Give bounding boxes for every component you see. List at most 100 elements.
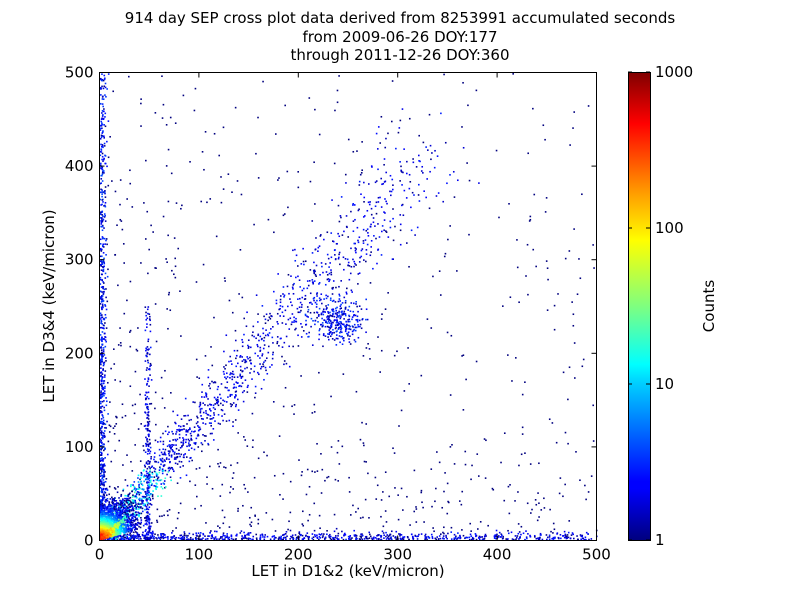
heatmap-cell bbox=[391, 258, 394, 260]
heatmap-cell bbox=[259, 335, 262, 338]
heatmap-cell bbox=[146, 403, 149, 406]
heatmap-cell bbox=[219, 393, 221, 396]
heatmap-cell bbox=[228, 419, 231, 422]
heatmap-cell bbox=[134, 535, 137, 537]
heatmap-cell bbox=[101, 79, 103, 82]
heatmap-cell bbox=[437, 538, 440, 541]
heatmap-cell bbox=[572, 537, 575, 540]
heatmap-cell bbox=[176, 429, 178, 431]
heatmap-cell bbox=[331, 338, 334, 340]
heatmap-cell bbox=[105, 340, 107, 343]
heatmap-cell bbox=[328, 333, 331, 336]
heatmap-cell bbox=[101, 422, 104, 425]
heatmap-cell bbox=[167, 293, 170, 296]
heatmap-cell bbox=[179, 534, 182, 537]
heatmap-cell bbox=[232, 425, 234, 428]
heatmap-cell bbox=[358, 272, 361, 275]
heatmap-cell bbox=[129, 385, 132, 388]
heatmap-cell bbox=[168, 454, 171, 457]
heatmap-cell bbox=[520, 533, 522, 536]
heatmap-cell bbox=[293, 316, 295, 319]
heatmap-cell bbox=[108, 424, 111, 427]
heatmap-cell bbox=[267, 345, 270, 348]
heatmap-cell bbox=[99, 532, 102, 534]
heatmap-cell bbox=[235, 534, 238, 537]
heatmap-cell bbox=[367, 472, 369, 475]
heatmap-cell bbox=[263, 536, 266, 538]
heatmap-cell bbox=[100, 410, 103, 413]
heatmap-cell bbox=[335, 326, 337, 329]
heatmap-cell bbox=[111, 538, 113, 541]
heatmap-cell bbox=[292, 284, 294, 286]
heatmap-cell bbox=[214, 530, 216, 533]
heatmap-cell bbox=[188, 442, 190, 444]
heatmap-cell bbox=[355, 535, 357, 537]
heatmap-cell bbox=[418, 200, 421, 202]
heatmap-cell bbox=[138, 493, 141, 496]
heatmap-cell bbox=[142, 504, 145, 507]
heatmap-cell bbox=[443, 255, 446, 258]
heatmap-cell bbox=[101, 173, 104, 176]
heatmap-cell bbox=[262, 327, 264, 330]
heatmap-cell bbox=[358, 236, 361, 239]
heatmap-cell bbox=[149, 365, 151, 367]
heatmap-cell bbox=[301, 471, 303, 473]
heatmap-cell bbox=[137, 502, 140, 504]
heatmap-cell bbox=[327, 278, 330, 280]
heatmap-cell bbox=[295, 536, 298, 539]
heatmap-cell bbox=[329, 335, 332, 338]
heatmap-cell bbox=[148, 481, 150, 484]
heatmap-cell bbox=[115, 507, 117, 509]
heatmap-cell bbox=[354, 340, 357, 343]
heatmap-cell bbox=[101, 127, 103, 130]
heatmap-cell bbox=[256, 371, 259, 374]
heatmap-cell bbox=[147, 450, 149, 452]
heatmap-cell bbox=[330, 326, 332, 328]
heatmap-cell bbox=[101, 123, 104, 126]
heatmap-cell bbox=[581, 534, 584, 537]
heatmap-cell bbox=[400, 165, 402, 168]
heatmap-cell bbox=[142, 475, 145, 478]
heatmap-cell bbox=[145, 519, 148, 522]
heatmap-cell bbox=[132, 501, 135, 503]
heatmap-cell bbox=[515, 538, 517, 541]
heatmap-cell bbox=[510, 531, 513, 534]
heatmap-cell bbox=[369, 201, 371, 203]
heatmap-cell bbox=[412, 536, 414, 538]
heatmap-cell bbox=[340, 196, 343, 198]
heatmap-cell bbox=[99, 278, 102, 281]
heatmap-cell bbox=[475, 360, 478, 363]
heatmap-cell bbox=[533, 193, 536, 196]
heatmap-cell bbox=[446, 182, 448, 185]
heatmap-cell bbox=[175, 447, 178, 450]
heatmap-cell bbox=[423, 190, 425, 192]
heatmap-cell bbox=[173, 273, 175, 276]
heatmap-cell bbox=[304, 535, 307, 537]
heatmap-cell bbox=[316, 292, 319, 294]
heatmap-cell bbox=[204, 392, 207, 394]
heatmap-cell bbox=[422, 506, 424, 509]
heatmap-cell bbox=[399, 229, 402, 232]
heatmap-cell bbox=[300, 336, 303, 338]
heatmap-cell bbox=[102, 362, 105, 364]
heatmap-cell bbox=[145, 427, 147, 430]
heatmap-cell bbox=[180, 534, 183, 537]
heatmap-cell bbox=[470, 530, 472, 532]
heatmap-cell bbox=[239, 373, 242, 376]
heatmap-cell bbox=[101, 122, 103, 124]
heatmap-cell bbox=[400, 409, 403, 412]
heatmap-cell bbox=[162, 470, 165, 472]
heatmap-cell bbox=[261, 337, 263, 340]
heatmap-cell bbox=[229, 393, 232, 396]
heatmap-cell bbox=[102, 349, 105, 351]
heatmap-cell bbox=[140, 423, 143, 425]
heatmap-cell bbox=[289, 317, 292, 320]
heatmap-cell bbox=[278, 308, 280, 311]
heatmap-cell bbox=[431, 505, 433, 508]
heatmap-cell bbox=[265, 357, 268, 359]
heatmap-cell bbox=[110, 367, 112, 370]
heatmap-cell bbox=[343, 268, 345, 271]
heatmap-cell bbox=[388, 534, 391, 537]
heatmap-cell bbox=[144, 329, 147, 332]
heatmap-cell bbox=[194, 430, 196, 433]
